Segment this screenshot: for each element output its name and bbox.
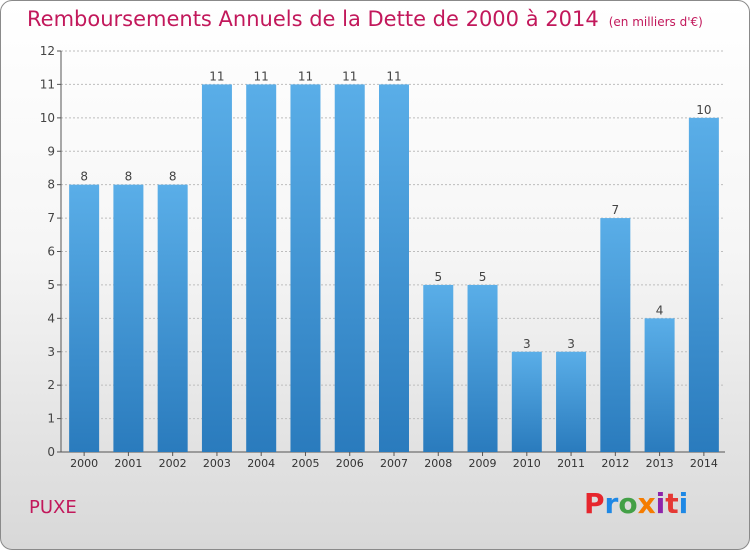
- x-tick-label: 2004: [247, 457, 275, 470]
- logo-letter: P: [584, 487, 605, 520]
- commune-name: PUXE: [29, 497, 77, 518]
- y-tick-label: 9: [47, 144, 55, 158]
- bar-2000: [69, 184, 100, 452]
- x-tick-label: 2002: [159, 457, 187, 470]
- y-tick-label: 7: [47, 211, 55, 225]
- y-tick-label: 5: [47, 278, 55, 292]
- x-tick-label: 2011: [557, 457, 585, 470]
- bar-2006: [334, 84, 365, 453]
- x-tick-label: 2003: [203, 457, 231, 470]
- chart-unit: (en milliers d'€): [608, 15, 703, 29]
- y-tick-label: 3: [47, 345, 55, 359]
- bar-2003: [201, 84, 232, 453]
- y-tick-label: 1: [47, 412, 55, 426]
- bar-value-label: 5: [479, 270, 487, 284]
- y-tick-label: 11: [40, 77, 55, 91]
- bar-value-label: 8: [169, 170, 177, 184]
- label-layer: 8 2000 8 2001 8 2002 11 2003 11 2004 11 2005 11 2006 1…: [70, 69, 718, 470]
- bar-value-label: 4: [656, 303, 664, 317]
- y-tick-label: 4: [47, 311, 55, 325]
- bar-2011: [556, 351, 587, 452]
- bar-value-label: 11: [298, 69, 313, 83]
- bar-layer: [69, 84, 719, 453]
- bar-value-label: 5: [434, 270, 442, 284]
- bar-value-label: 8: [80, 170, 88, 184]
- bar-2004: [246, 84, 277, 453]
- x-tick-label: 2013: [646, 457, 674, 470]
- y-tick-label: 12: [40, 44, 55, 58]
- x-tick-label: 2001: [114, 457, 142, 470]
- y-tick-label: 6: [47, 245, 55, 259]
- bar-2007: [379, 84, 409, 453]
- y-tick-label: 0: [47, 445, 55, 459]
- bar-value-label: 3: [523, 337, 531, 351]
- bar-2002: [157, 184, 188, 452]
- bar-2005: [290, 84, 321, 453]
- logo-letter: i: [678, 487, 689, 520]
- x-tick-label: 2014: [690, 457, 718, 470]
- bar-2001: [113, 184, 144, 452]
- bar-value-label: 11: [209, 69, 224, 83]
- logo-letter: x: [637, 487, 656, 520]
- y-tick-label: 8: [47, 178, 55, 192]
- bar-value-label: 3: [567, 337, 575, 351]
- bar-value-label: 7: [612, 203, 620, 217]
- bar-2008: [423, 284, 454, 452]
- x-tick-label: 2009: [469, 457, 497, 470]
- x-tick-label: 2005: [291, 457, 319, 470]
- bar-2012: [600, 218, 631, 452]
- bar-value-label: 11: [342, 69, 357, 83]
- bar-value-label: 11: [254, 69, 269, 83]
- bar-2013: [644, 318, 675, 452]
- chart-title: Remboursements Annuels de la Dette de 20…: [27, 7, 703, 31]
- proxiti-logo[interactable]: Proxiti: [584, 487, 688, 520]
- chart-title-text: Remboursements Annuels de la Dette de 20…: [27, 7, 599, 31]
- x-tick-label: 2008: [424, 457, 452, 470]
- bar-2010: [511, 351, 542, 452]
- bar-2014: [688, 117, 719, 452]
- y-tick-label: 2: [47, 378, 55, 392]
- bar-value-label: 8: [125, 170, 133, 184]
- logo-letter: i: [655, 487, 666, 520]
- logo-letter: o: [618, 487, 638, 520]
- x-tick-label: 2007: [380, 457, 408, 470]
- y-tick-label: 10: [40, 111, 55, 125]
- x-tick-label: 2012: [601, 457, 629, 470]
- logo-letter: r: [604, 487, 619, 520]
- logo-letter: t: [665, 487, 679, 520]
- x-tick-label: 2006: [336, 457, 364, 470]
- bar-2009: [467, 284, 498, 452]
- bar-value-label: 10: [696, 103, 711, 117]
- x-tick-label: 2010: [513, 457, 541, 470]
- bar-value-label: 11: [386, 69, 401, 83]
- x-tick-label: 2000: [70, 457, 98, 470]
